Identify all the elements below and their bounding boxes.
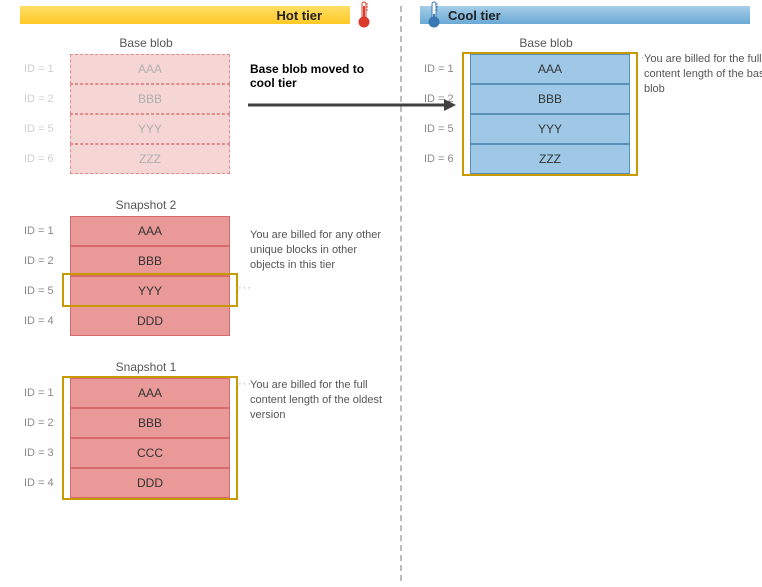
hot-tier-header: Hot tier xyxy=(20,6,350,24)
row-id: ID = 1 xyxy=(420,63,470,75)
hot-snap2-table: ID = 1AAAID = 2BBBID = 5YYYID = 4DDD xyxy=(20,216,230,336)
table-row: ID = 1AAA xyxy=(20,54,230,84)
row-id: ID = 4 xyxy=(20,477,70,489)
row-id: ID = 5 xyxy=(420,123,470,135)
row-block: YYY xyxy=(70,114,230,144)
cool-tier-header: Cool tier xyxy=(420,6,750,24)
row-block: BBB xyxy=(70,408,230,438)
dot-leader: ··· xyxy=(238,282,252,294)
hot-base-table: ID = 1AAAID = 2BBBID = 5YYYID = 6ZZZ xyxy=(20,54,230,174)
table-row: ID = 5YYY xyxy=(20,276,230,306)
table-row: ID = 6ZZZ xyxy=(20,144,230,174)
row-id: ID = 3 xyxy=(20,447,70,459)
hot-snap2-title: Snapshot 2 xyxy=(66,198,226,212)
row-id: ID = 2 xyxy=(20,255,70,267)
table-row: ID = 1AAA xyxy=(20,378,230,408)
cool-base-annotation: You are billed for the full content leng… xyxy=(644,52,762,97)
thermometer-hot-icon xyxy=(355,0,373,30)
thermometer-cool-icon xyxy=(425,0,443,30)
row-block: ZZZ xyxy=(470,144,630,174)
table-row: ID = 4DDD xyxy=(20,468,230,498)
row-block: BBB xyxy=(70,84,230,114)
row-block: DDD xyxy=(70,468,230,498)
hot-base-title: Base blob xyxy=(66,36,226,50)
row-id: ID = 6 xyxy=(420,153,470,165)
row-id: ID = 1 xyxy=(20,63,70,75)
table-row: ID = 1AAA xyxy=(20,216,230,246)
cool-tier-label: Cool tier xyxy=(448,8,501,23)
table-row: ID = 4DDD xyxy=(20,306,230,336)
move-arrow-icon xyxy=(248,95,458,115)
table-row: ID = 6ZZZ xyxy=(420,144,630,174)
snap1-annotation: You are billed for the full content leng… xyxy=(250,378,390,423)
table-row: ID = 1AAA xyxy=(420,54,630,84)
row-block: YYY xyxy=(70,276,230,306)
arrow-label: Base blob moved to cool tier xyxy=(250,62,390,90)
row-block: CCC xyxy=(70,438,230,468)
row-id: ID = 1 xyxy=(20,225,70,237)
row-block: AAA xyxy=(470,54,630,84)
hot-snap1-table: ID = 1AAAID = 2BBBID = 3CCCID = 4DDD xyxy=(20,378,230,498)
row-id: ID = 5 xyxy=(20,123,70,135)
row-id: ID = 4 xyxy=(20,315,70,327)
cool-base-title: Base blob xyxy=(466,36,626,50)
row-block: BBB xyxy=(470,84,630,114)
row-block: ZZZ xyxy=(70,144,230,174)
row-block: AAA xyxy=(70,378,230,408)
hot-tier-label: Hot tier xyxy=(277,8,323,23)
table-row: ID = 2BBB xyxy=(20,84,230,114)
table-row: ID = 5YYY xyxy=(420,114,630,144)
row-block: AAA xyxy=(70,216,230,246)
row-block: BBB xyxy=(70,246,230,276)
table-row: ID = 3CCC xyxy=(20,438,230,468)
row-id: ID = 2 xyxy=(20,417,70,429)
tier-divider xyxy=(400,6,402,581)
row-id: ID = 6 xyxy=(20,153,70,165)
hot-snap1-title: Snapshot 1 xyxy=(66,360,226,374)
row-id: ID = 2 xyxy=(20,93,70,105)
table-row: ID = 5YYY xyxy=(20,114,230,144)
row-block: DDD xyxy=(70,306,230,336)
row-block: AAA xyxy=(70,54,230,84)
dot-leader: ·· xyxy=(636,52,645,64)
dot-leader: ··· xyxy=(238,378,252,390)
table-row: ID = 2BBB xyxy=(20,408,230,438)
table-row: ID = 2BBB xyxy=(20,246,230,276)
row-id: ID = 5 xyxy=(20,285,70,297)
row-id: ID = 1 xyxy=(20,387,70,399)
row-block: YYY xyxy=(470,114,630,144)
snap2-annotation: You are billed for any other unique bloc… xyxy=(250,228,390,273)
